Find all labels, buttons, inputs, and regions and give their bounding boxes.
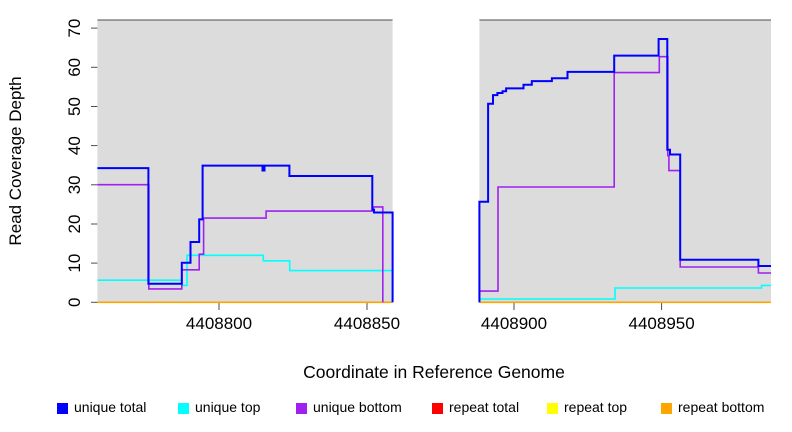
svg-text:repeat bottom: repeat bottom xyxy=(678,399,764,415)
svg-text:0: 0 xyxy=(65,298,84,307)
svg-text:20: 20 xyxy=(65,215,84,234)
svg-text:4408900: 4408900 xyxy=(481,314,547,333)
svg-text:40: 40 xyxy=(65,136,84,155)
svg-text:4408800: 4408800 xyxy=(186,314,252,333)
svg-text:unique bottom: unique bottom xyxy=(313,399,402,415)
svg-text:30: 30 xyxy=(65,175,84,194)
svg-text:repeat total: repeat total xyxy=(449,399,519,415)
svg-text:repeat top: repeat top xyxy=(564,399,627,415)
svg-text:70: 70 xyxy=(65,19,84,38)
svg-text:Read Coverage Depth: Read Coverage Depth xyxy=(6,76,25,245)
svg-text:50: 50 xyxy=(65,97,84,116)
svg-text:4408850: 4408850 xyxy=(334,314,400,333)
svg-text:unique top: unique top xyxy=(195,399,261,415)
svg-text:10: 10 xyxy=(65,254,84,273)
svg-text:Coordinate in Reference Genome: Coordinate in Reference Genome xyxy=(303,362,565,382)
svg-text:60: 60 xyxy=(65,58,84,77)
svg-text:4408950: 4408950 xyxy=(629,314,695,333)
svg-text:unique total: unique total xyxy=(74,399,146,415)
